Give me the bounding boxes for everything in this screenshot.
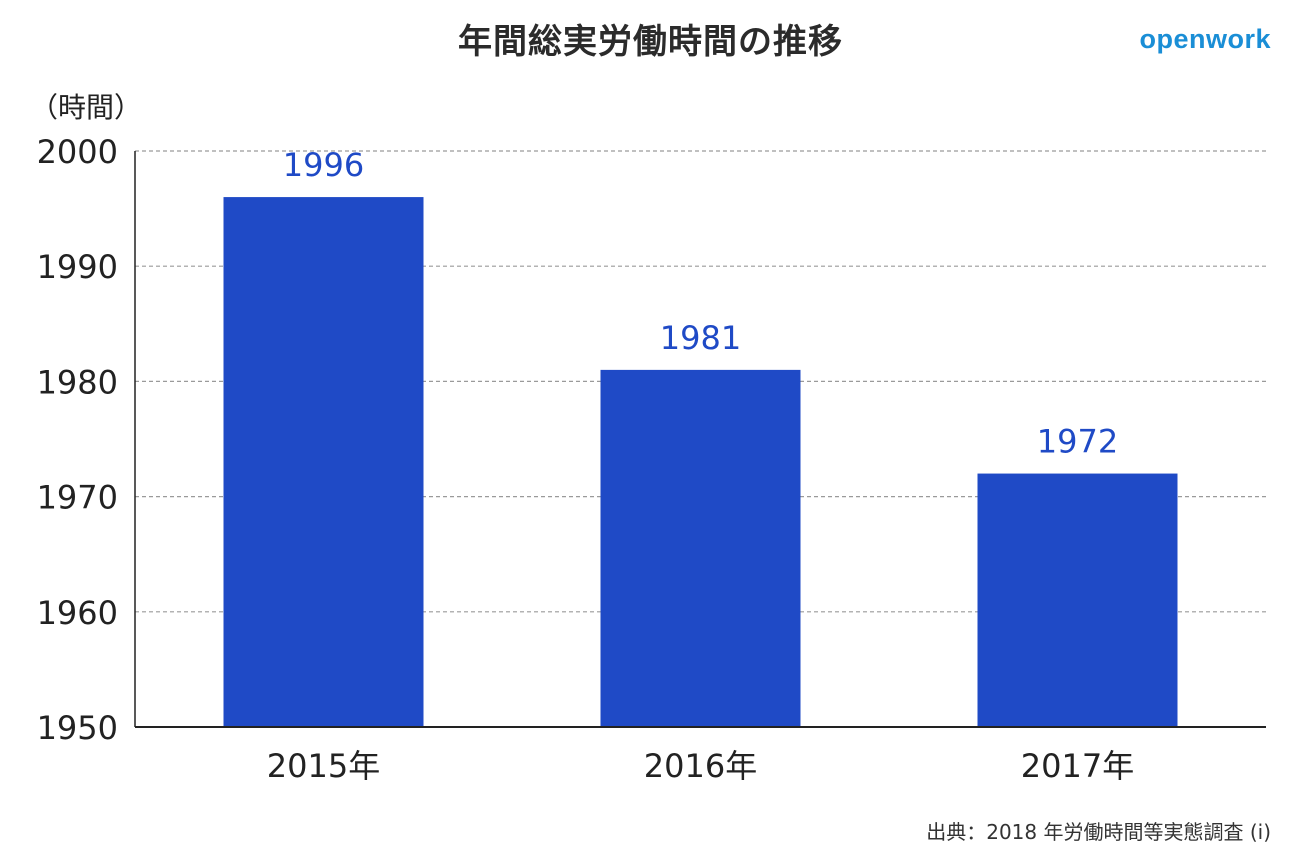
bar [600, 369, 801, 727]
y-tick-labels: 1950 1960 1970 1980 1990 2000 [37, 133, 118, 747]
x-tick-label: 2016年 [644, 747, 757, 785]
value-label: 1996 [283, 146, 364, 184]
bar [223, 197, 424, 727]
y-axis-unit-label: （時間） [30, 91, 143, 124]
bar [977, 473, 1178, 727]
axes [134, 151, 1266, 728]
value-labels: 1996 1981 1972 [283, 146, 1118, 460]
openwork-logo: openwork [1139, 24, 1271, 54]
y-tick-label: 1990 [37, 248, 118, 286]
y-tick-label: 2000 [37, 133, 118, 171]
value-label: 1981 [660, 319, 741, 357]
x-tick-label: 2015年 [267, 747, 380, 785]
y-tick-label: 1950 [37, 709, 118, 747]
source-note: 出典：2018 年労働時間等実態調査 (i) [926, 820, 1271, 844]
y-tick-label: 1980 [37, 363, 118, 401]
chart-title: 年間総実労働時間の推移 [458, 22, 843, 62]
y-tick-label: 1960 [37, 594, 118, 632]
y-tick-label: 1970 [37, 479, 118, 517]
x-tick-label: 2017年 [1021, 747, 1134, 785]
bars [223, 197, 1178, 727]
x-tick-labels: 2015年 2016年 2017年 [267, 747, 1134, 785]
value-label: 1972 [1037, 423, 1118, 461]
